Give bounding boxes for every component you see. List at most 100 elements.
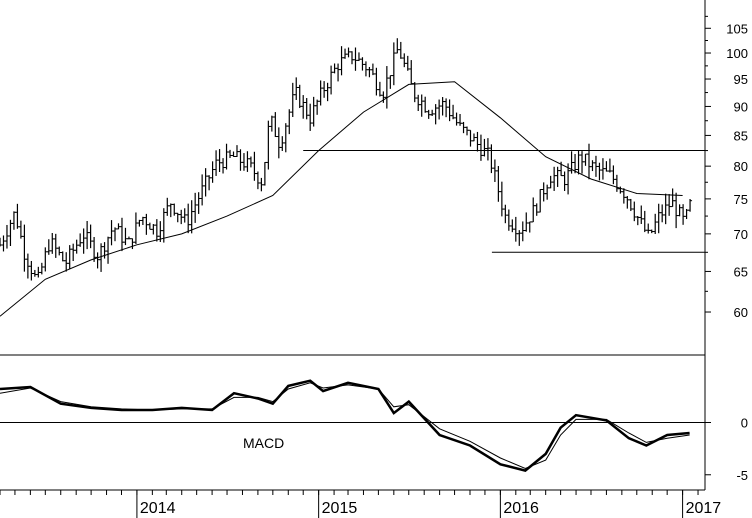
ohlc-bar [451, 104, 456, 120]
ohlc-bar [39, 262, 44, 275]
price-y-tick-label: 95 [734, 72, 748, 87]
ohlc-bar [667, 194, 672, 216]
ohlc-bar [520, 221, 525, 242]
ohlc-bar [71, 243, 76, 262]
ohlc-bar [356, 52, 361, 62]
ohlc-bar [228, 149, 233, 159]
ohlc-bar [11, 211, 16, 230]
ohlc-bar [99, 243, 104, 272]
ohlc-bar [635, 215, 640, 226]
ohlc-bar [370, 63, 375, 76]
price-panel [0, 38, 705, 317]
ohlc-bar [426, 109, 431, 119]
ohlc-bar [433, 104, 438, 125]
ohlc-bar [642, 210, 647, 233]
ohlc-bar [276, 127, 281, 159]
ohlc-bar [419, 94, 424, 117]
ohlc-bar [562, 171, 567, 191]
ohlc-bar [304, 98, 309, 120]
ohlc-bar [214, 150, 219, 176]
ohlc-bar [346, 47, 351, 58]
macd-panel: MACD [0, 379, 705, 472]
ohlc-bar [88, 224, 93, 249]
ohlc-bar [308, 103, 313, 131]
ohlc-bar [113, 227, 118, 242]
ohlc-bar [628, 198, 633, 212]
ohlc-bar [18, 220, 23, 239]
ohlc-bar [586, 143, 591, 180]
ohlc-bar [492, 159, 497, 182]
ohlc-bar [36, 266, 41, 278]
price-y-tick-label: 85 [734, 128, 748, 143]
ohlc-bar [478, 134, 483, 161]
price-y-tick-label: 70 [734, 227, 748, 242]
ohlc-bar [43, 247, 48, 272]
ohlc-bar [548, 175, 553, 189]
ohlc-bar [677, 204, 682, 217]
price-y-tick-label: 90 [734, 99, 748, 114]
ohlc-bar [437, 99, 442, 120]
ohlc-bar [395, 38, 400, 54]
ohlc-bar [688, 198, 693, 212]
ohlc-bar [273, 112, 278, 138]
x-tick-label: 2015 [322, 500, 358, 517]
price-moving-average [0, 81, 683, 317]
ohlc-bar [614, 174, 619, 192]
ohlc-bar [332, 63, 337, 74]
macd-y-tick-label: -5 [736, 468, 748, 483]
ohlc-bar [600, 158, 605, 180]
ohlc-bar [172, 203, 177, 216]
ohlc-bar [597, 162, 602, 181]
ohlc-bar [444, 98, 449, 118]
ohlc-bar [391, 42, 396, 86]
x-axis: 2014 2015 2016 2017 [0, 490, 721, 518]
ohlc-bar [189, 200, 194, 234]
ohlc-bar [388, 75, 393, 89]
ohlc-bar [416, 94, 421, 112]
ohlc-bar [506, 209, 511, 231]
ohlc-bar [660, 204, 665, 223]
ohlc-bar [126, 236, 131, 240]
price-y-tick-label: 60 [734, 305, 748, 320]
ohlc-bar [78, 233, 83, 247]
ohlc-bar [294, 77, 299, 100]
moving-average-line [0, 81, 683, 317]
ohlc-bar [534, 203, 539, 216]
price-ohlc-series [0, 38, 693, 281]
price-y-tick-label: 80 [734, 159, 748, 174]
ohlc-bar [322, 81, 327, 98]
ohlc-bar [684, 208, 689, 220]
ohlc-bar [280, 136, 285, 151]
ohlc-bar [527, 221, 532, 233]
ohlc-bar [402, 53, 407, 68]
ohlc-bar [133, 212, 138, 245]
ohlc-bar [168, 203, 173, 218]
ohlc-bar [489, 144, 494, 174]
ohlc-bar [50, 232, 55, 254]
ohlc-bar [311, 96, 316, 127]
ohlc-bar [165, 197, 170, 216]
ohlc-bar [4, 224, 9, 249]
chart-frame [0, 0, 706, 491]
ohlc-bar [144, 213, 149, 235]
ohlc-bar [405, 55, 410, 71]
ohlc-bar [611, 165, 616, 185]
ohlc-bar [461, 121, 466, 134]
ohlc-bar [471, 133, 476, 142]
ohlc-bar [343, 48, 348, 59]
ohlc-bar [513, 216, 518, 242]
ohlc-bar [196, 192, 201, 214]
ohlc-bar [475, 131, 480, 152]
macd-line [0, 379, 690, 472]
ohlc-bar [175, 212, 180, 223]
macd-y-tick-label: 0 [741, 416, 748, 431]
ohlc-bar [510, 219, 515, 233]
ohlc-bar [350, 51, 355, 65]
ohlc-bar [653, 213, 658, 235]
ohlc-bar [203, 168, 208, 197]
price-y-tick-label: 105 [726, 21, 748, 36]
ohlc-bar [85, 221, 90, 250]
ohlc-bar [325, 82, 330, 102]
ohlc-bar [290, 82, 295, 118]
